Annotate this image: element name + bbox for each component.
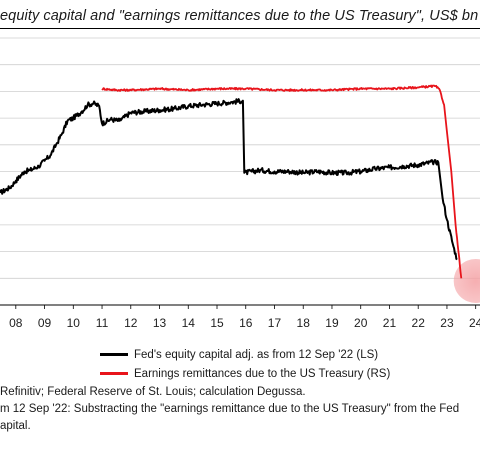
x-tick-label: 12 xyxy=(124,316,138,330)
footnotes: Refinitiv; Federal Reserve of St. Louis;… xyxy=(0,384,480,435)
x-tick-label: 23 xyxy=(440,316,454,330)
legend-label-remittances: Earnings remittances due to the US Treas… xyxy=(134,367,391,380)
x-axis: 08 09 10 11 12 13 14 15 16 17 18 19 20 21 22 23 24 xyxy=(9,305,480,330)
footnote-method-cont: apital. xyxy=(0,420,31,432)
x-tick-label: 24 xyxy=(469,316,480,330)
x-tick-label: 19 xyxy=(325,316,339,330)
highlight-marker xyxy=(453,258,480,303)
x-tick-label: 20 xyxy=(354,316,368,330)
x-tick-label: 08 xyxy=(9,316,23,330)
x-tick-label: 17 xyxy=(268,316,282,330)
x-tick-label: 14 xyxy=(182,316,196,330)
x-tick-label: 13 xyxy=(153,316,167,330)
footnote-method: m 12 Sep '22: Substracting the "earnings… xyxy=(0,403,460,415)
title-rule xyxy=(0,28,480,30)
x-tick-label: 15 xyxy=(210,316,224,330)
chart-title: equity capital and "earnings remittances… xyxy=(0,8,479,24)
chart: 08 09 10 11 12 13 14 15 16 17 18 19 20 21 22 23 24 xyxy=(0,37,480,330)
legend-swatch-equity xyxy=(100,353,128,356)
series-layer xyxy=(0,84,463,279)
legend-item-equity: Fed's equity capital adj. as from 12 Sep… xyxy=(100,345,390,364)
legend-item-remittances: Earnings remittances due to the US Treas… xyxy=(100,364,390,383)
x-tick-label: 09 xyxy=(38,316,52,330)
x-tick-label: 11 xyxy=(96,316,109,330)
footnote-source: Refinitiv; Federal Reserve of St. Louis;… xyxy=(0,386,306,398)
x-tick-label: 16 xyxy=(239,316,253,330)
series-remittances-line xyxy=(101,84,463,279)
x-tick-label: 18 xyxy=(297,316,311,330)
legend: Fed's equity capital adj. as from 12 Sep… xyxy=(100,345,390,383)
legend-swatch-remittances xyxy=(100,372,128,375)
series-equity-capital-line xyxy=(0,98,458,261)
x-tick-label: 10 xyxy=(67,316,81,330)
x-tick-label: 21 xyxy=(383,316,397,330)
x-tick-label: 22 xyxy=(412,316,426,330)
grid xyxy=(0,37,480,279)
legend-label-equity: Fed's equity capital adj. as from 12 Sep… xyxy=(134,348,379,361)
